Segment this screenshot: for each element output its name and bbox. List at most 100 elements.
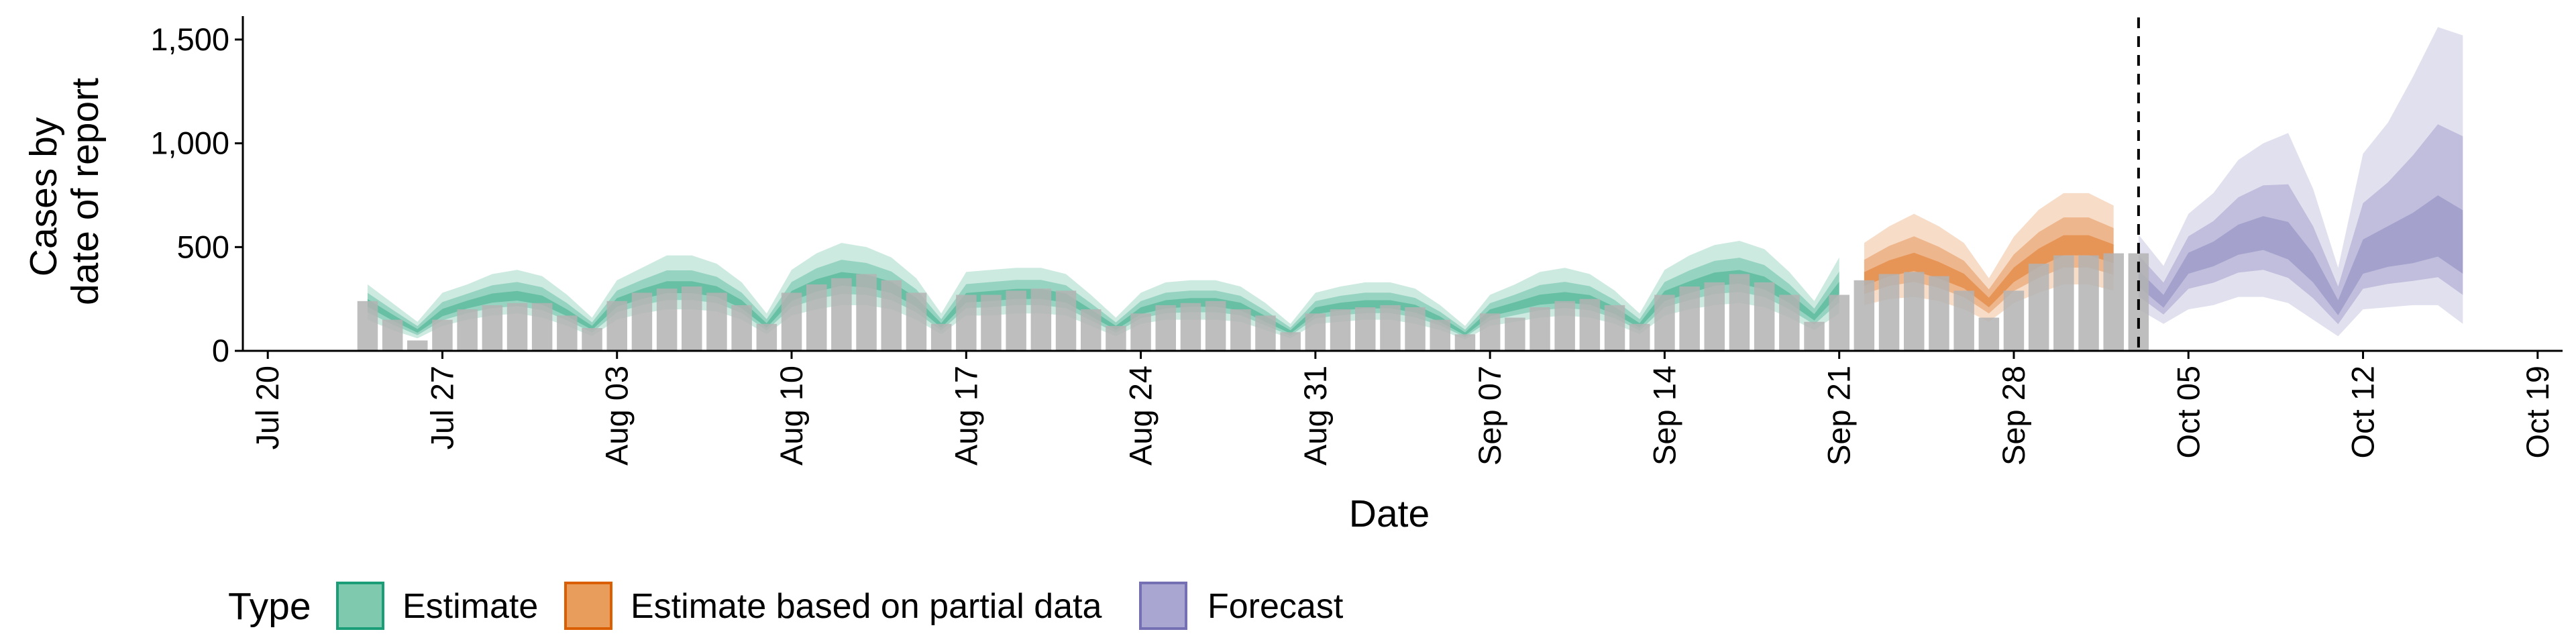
bar: [1929, 276, 1949, 351]
bar: [1604, 305, 1625, 351]
bar: [1330, 309, 1351, 351]
x-tick-label: Oct 19: [2520, 366, 2555, 458]
x-tick-label: Jul 20: [250, 366, 285, 449]
legend-key-forecast: [1139, 582, 1187, 630]
bar: [631, 292, 653, 351]
y-tick-label: 1,500: [150, 21, 229, 57]
bar: [1030, 288, 1052, 351]
axes: 0 500 1,000 1,500 Jul 20 Jul 27 Aug 03 Aug 10 Au…: [150, 16, 2563, 466]
bar: [382, 319, 403, 351]
x-tick-label: Aug 17: [948, 366, 983, 466]
bar: [1205, 301, 1226, 352]
bar: [506, 303, 528, 351]
bar: [1280, 332, 1301, 351]
y-tick-label: 1,000: [150, 125, 229, 161]
bar: [1155, 305, 1176, 351]
bar: [1106, 325, 1126, 351]
band-mid-series-1: [1864, 217, 2114, 314]
bar: [731, 305, 752, 351]
bar: [781, 292, 802, 351]
x-tick-label: Oct 12: [2345, 366, 2381, 458]
y-tick-label: 0: [212, 333, 229, 368]
bar: [1305, 313, 1326, 351]
bar: [1679, 286, 1700, 351]
bar: [1654, 294, 1675, 351]
x-tick-label: Aug 24: [1123, 366, 1159, 466]
bar: [956, 294, 977, 351]
bar: [457, 309, 478, 351]
bar: [1729, 274, 1750, 351]
bar: [1130, 313, 1151, 351]
bar: [582, 328, 602, 351]
legend-title: Type: [228, 585, 311, 628]
bar: [1505, 317, 1525, 351]
bar: [2078, 255, 2099, 351]
bar: [1829, 294, 1849, 351]
x-tick-label: Jul 27: [424, 366, 460, 449]
bar: [531, 303, 553, 351]
legend-label-forecast: Forecast: [1208, 587, 1344, 626]
legend-label-estimate: Estimate: [402, 587, 538, 626]
bar: [1854, 280, 1875, 351]
bar: [856, 274, 877, 351]
bar: [656, 288, 678, 351]
bar: [432, 319, 453, 351]
bar: [682, 286, 702, 351]
bar: [706, 292, 727, 351]
x-tick-label: Oct 05: [2170, 366, 2206, 458]
bar: [1430, 319, 1450, 351]
band-outer-series-2: [2138, 27, 2463, 337]
x-tick-label: Sep 21: [1821, 366, 1857, 466]
bar: [407, 340, 428, 351]
bar: [2103, 253, 2124, 351]
bar: [1804, 321, 1825, 351]
bar: [1779, 294, 1800, 351]
band-inner-series-0: [367, 270, 1839, 335]
bar: [1405, 307, 1426, 351]
bar: [1081, 309, 1102, 351]
bar: [1454, 334, 1476, 352]
bar: [906, 292, 927, 351]
legend-label-partial-estimate: Estimate based on partial data: [631, 587, 1102, 626]
y-axis-title-line-2: date of report: [64, 78, 107, 305]
bar: [1355, 307, 1376, 351]
bar: [1554, 301, 1575, 352]
bar: [1953, 290, 1974, 351]
x-tick-label: Aug 10: [773, 366, 809, 466]
bar: [1704, 282, 1725, 351]
bar: [806, 284, 827, 351]
bar: [1978, 317, 2000, 351]
band-mid-series-2: [2138, 124, 2463, 325]
bar: [1055, 290, 1077, 351]
bar: [1180, 303, 1201, 351]
bar: [482, 305, 503, 351]
x-tick-label: Aug 31: [1297, 366, 1333, 466]
bar: [2003, 290, 2025, 351]
bar: [881, 280, 902, 351]
x-tick-label: Sep 28: [1996, 366, 2031, 466]
band-inner-series-2: [2138, 195, 2463, 315]
legend: Type Estimate Estimate based on partial …: [228, 582, 1344, 630]
bar: [1754, 282, 1775, 351]
y-tick-label: 500: [177, 229, 229, 264]
bar: [756, 323, 777, 351]
bar: [831, 278, 852, 351]
bar: [1479, 313, 1501, 351]
bar: [2028, 264, 2049, 351]
bar: [1230, 309, 1251, 351]
legend-key-estimate: [336, 582, 384, 630]
x-tick-label: Sep 07: [1472, 366, 1507, 466]
x-tick-label: Aug 03: [599, 366, 635, 466]
bar: [1380, 305, 1401, 351]
y-axis-title: Cases by date of report: [22, 78, 107, 305]
reported-cases-bars: [357, 253, 2149, 352]
bar: [606, 301, 627, 352]
band-inner-series-1: [1864, 235, 2114, 307]
bar: [1878, 274, 1900, 351]
bar: [357, 301, 378, 352]
legend-key-partial-estimate: [564, 582, 612, 630]
bar: [930, 323, 952, 351]
bar: [981, 294, 1002, 351]
bar: [1904, 272, 1925, 351]
